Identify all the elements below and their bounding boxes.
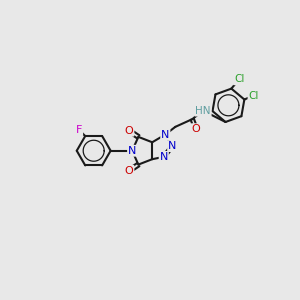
Text: F: F: [76, 125, 82, 135]
Text: N: N: [168, 141, 176, 151]
Text: HN: HN: [195, 106, 211, 116]
Text: O: O: [125, 126, 134, 136]
Text: O: O: [125, 166, 134, 176]
Text: N: N: [128, 146, 136, 156]
Text: O: O: [192, 124, 200, 134]
Text: N: N: [160, 152, 168, 162]
Text: Cl: Cl: [234, 74, 244, 84]
Text: Cl: Cl: [248, 91, 259, 101]
Text: N: N: [161, 130, 170, 140]
